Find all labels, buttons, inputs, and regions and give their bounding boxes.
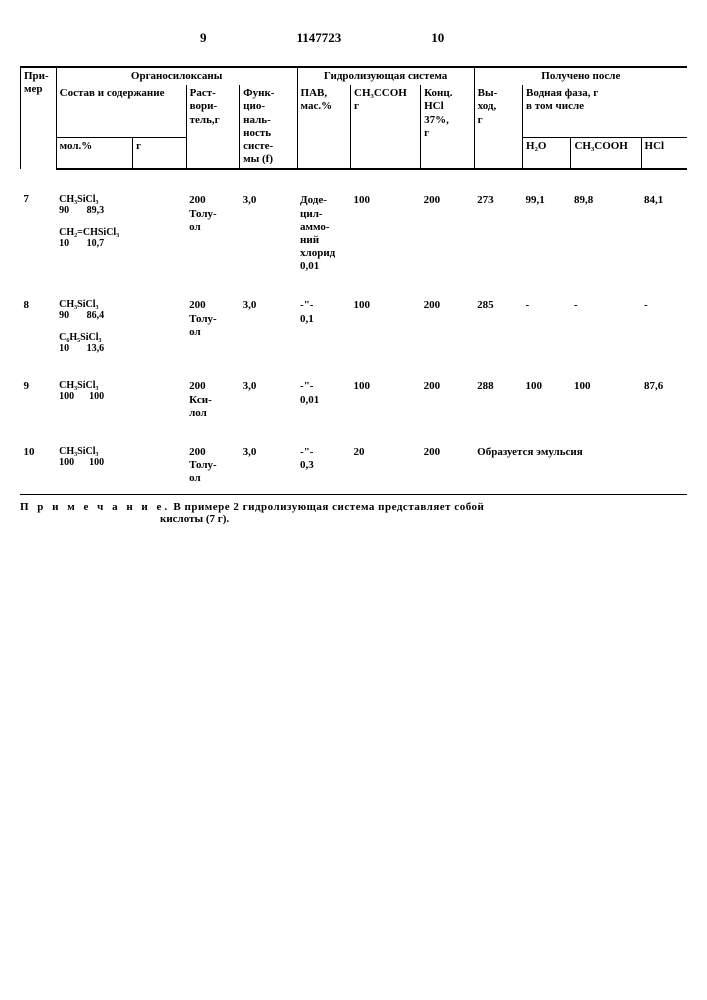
cell-comp: CH₃SiCl₃ 100 100 — [56, 422, 186, 488]
hdr-vyhod: Вы- ход, г — [474, 85, 522, 169]
cell-comp: CH₃SiCl₃ 100 100 — [56, 356, 186, 422]
table-row: 9 CH₃SiCl₃ 100 100 200 Кси- лол 3,0 -"- … — [21, 356, 688, 422]
cell-n: 9 — [21, 356, 57, 422]
cell-comp: CH₃SiCl₃ 90 89,3 CH₂=CHSiCl₃ 10 10,7 — [56, 169, 186, 275]
cell-n: 10 — [21, 422, 57, 488]
cell-n: 8 — [21, 275, 57, 356]
cell-hcl: 200 — [421, 275, 475, 356]
footnote-label: П р и м е ч а н и е. — [20, 501, 170, 513]
cell-comp: CH₃SiCl₃ 90 86,4 C₆H₅SiCl₃ 10 13,6 — [56, 275, 186, 356]
cell-cooh: 89,8 — [571, 169, 641, 275]
cell-pav: Доде- цил- аммо- ний хлорид 0,01 — [297, 169, 351, 275]
hdr-poluch: Получено после — [474, 67, 687, 85]
hdr-sostav: Состав и содержание — [56, 85, 186, 137]
cell-solvent: 200 Толу- ол — [186, 169, 240, 275]
table-row: 10 CH₃SiCl₃ 100 100 200 Толу- ол 3,0 -"-… — [21, 422, 688, 488]
cell-hcl2: 87,6 — [641, 356, 687, 422]
cell-hcl: 200 — [421, 169, 475, 275]
hdr-ch3cooh2: CH₃COOH — [571, 138, 641, 170]
table-body: 7 CH₃SiCl₃ 90 89,3 CH₂=CHSiCl₃ 10 10,7 2… — [21, 169, 688, 487]
table-row: 8 CH₃SiCl₃ 90 86,4 C₆H₅SiCl₃ 10 13,6 200… — [21, 275, 688, 356]
hdr-g: г — [133, 138, 187, 170]
table-header: При- мер Органосилоксаны Гидролизующая с… — [21, 67, 688, 169]
cell-hcl2: 84,1 — [641, 169, 687, 275]
cell-acid: 100 — [351, 275, 421, 356]
footnote-text: В примере 2 гидролизующая система предст… — [173, 501, 484, 513]
cell-solvent: 200 Кси- лол — [186, 356, 240, 422]
cell-acid: 100 — [351, 169, 421, 275]
hdr-primer: При- мер — [21, 67, 57, 169]
hdr-vodn: Водная фаза, г в том числе — [523, 85, 687, 137]
cell-yield: 288 — [474, 356, 522, 422]
cell-f: 3,0 — [240, 275, 297, 356]
cell-hcl2: - — [641, 275, 687, 356]
page-left: 9 — [200, 30, 207, 46]
footnote-cont: кислоты (7 г). — [160, 513, 687, 525]
cell-h2o: - — [523, 275, 571, 356]
hdr-hcl: HCl — [641, 138, 687, 170]
hdr-konc: Конц. HCl 37%, г — [421, 85, 475, 169]
cell-h2o: 100 — [523, 356, 571, 422]
cell-f: 3,0 — [240, 169, 297, 275]
cell-f: 3,0 — [240, 422, 297, 488]
cell-cooh: 100 — [571, 356, 641, 422]
hdr-rast: Раст- вори- тель,г — [186, 85, 240, 169]
hdr-mol: мол.% — [56, 138, 132, 170]
table-row: 7 CH₃SiCl₃ 90 89,3 CH₂=CHSiCl₃ 10 10,7 2… — [21, 169, 688, 275]
hdr-organo: Органосилоксаны — [56, 67, 297, 85]
cell-yield: 273 — [474, 169, 522, 275]
cell-n: 7 — [21, 169, 57, 275]
main-table: При- мер Органосилоксаны Гидролизующая с… — [20, 66, 687, 488]
cell-h2o: 99,1 — [523, 169, 571, 275]
page-right: 10 — [431, 30, 444, 46]
cell-acid: 100 — [351, 356, 421, 422]
hdr-gidro: Гидролизующая система — [297, 67, 474, 85]
cell-f: 3,0 — [240, 356, 297, 422]
page-numbers: 9 1147723 10 — [20, 30, 687, 46]
cell-solvent: 200 Толу- ол — [186, 275, 240, 356]
footnote: П р и м е ч а н и е. В примере 2 гидроли… — [20, 494, 687, 513]
cell-yield: 285 — [474, 275, 522, 356]
hdr-ch3cooh: CH₃CCOH г — [351, 85, 421, 169]
cell-cooh: - — [571, 275, 641, 356]
cell-yield-text: Образуется эмульсия — [474, 422, 687, 488]
cell-solvent: 200 Толу- ол — [186, 422, 240, 488]
cell-pav: -"- 0,1 — [297, 275, 351, 356]
hdr-h2o: H₂O — [523, 138, 571, 170]
cell-pav: -"- 0,3 — [297, 422, 351, 488]
hdr-pav: ПАВ, мас.% — [297, 85, 351, 169]
cell-acid: 20 — [351, 422, 421, 488]
cell-pav: -"- 0,01 — [297, 356, 351, 422]
hdr-func: Функ- цио- наль- ность систе- мы (f) — [240, 85, 297, 169]
page-center: 1147723 — [297, 30, 342, 46]
cell-hcl: 200 — [421, 422, 475, 488]
cell-hcl: 200 — [421, 356, 475, 422]
